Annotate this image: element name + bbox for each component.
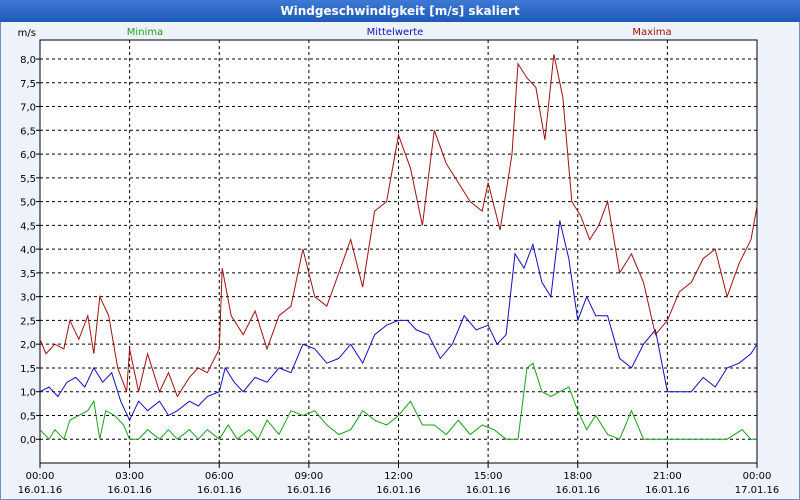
- x-tick-date: 16.01.16: [18, 485, 63, 496]
- y-tick-label: 5,0: [20, 198, 36, 209]
- axes: 0,0 0,5 1,0 1,5 2,0 2,5 3,0 3,5 4,0 4,5 5,0 5,5 6,0 6…: [18, 28, 780, 496]
- y-tick-label: 1,0: [20, 388, 36, 399]
- y-tick-label: 4,0: [20, 245, 36, 256]
- y-tick-label: 2,5: [20, 316, 36, 327]
- y-tick-label: 7,5: [20, 79, 36, 90]
- x-tick-time: 21:00: [653, 471, 682, 482]
- y-tick-label: 2,0: [20, 340, 36, 351]
- x-tick-date: 16.01.16: [107, 485, 152, 496]
- x-tick-time: 00:00: [26, 471, 55, 482]
- chart-title: Windgeschwindigkeit [m/s] skaliert: [0, 0, 800, 22]
- x-tick-date: 16.01.16: [197, 485, 242, 496]
- grid: [39, 39, 758, 464]
- series-line-maxima: [39, 54, 758, 398]
- x-tick-time: 15:00: [474, 471, 503, 482]
- x-tick-date: 16.01.16: [645, 485, 690, 496]
- x-tick-date: 16.01.16: [376, 485, 421, 496]
- y-tick-label: 3,5: [20, 269, 36, 280]
- y-tick-label: 6,5: [20, 126, 36, 137]
- y-tick-label: 5,5: [20, 174, 36, 185]
- x-tick-time: 18:00: [563, 471, 592, 482]
- y-tick-label: 0,0: [20, 435, 36, 446]
- y-tick-label: 6,0: [20, 150, 36, 161]
- legend-mittelwerte: Mittelwerte: [367, 27, 424, 38]
- x-tick-time: 06:00: [205, 471, 234, 482]
- series: [39, 54, 758, 441]
- x-tick-date: 16.01.16: [466, 485, 511, 496]
- legend-minima: Minima: [127, 27, 163, 38]
- y-tick-label: 7,0: [20, 103, 36, 114]
- legend: Minima Mittelwerte Maxima: [127, 27, 672, 38]
- x-tick-time: 03:00: [115, 471, 144, 482]
- x-tick-time: 12:00: [384, 471, 413, 482]
- x-tick-time: 00:00: [743, 471, 772, 482]
- series-line-mittelwerte: [39, 220, 758, 422]
- x-tick-date: 16.01.16: [555, 485, 600, 496]
- x-tick-date: 17.01.16: [735, 485, 780, 496]
- series-line-minima: [39, 362, 757, 441]
- y-tick-label: 1,5: [20, 364, 36, 375]
- y-tick-label: 0,5: [20, 411, 36, 422]
- y-tick-label: 3,0: [20, 293, 36, 304]
- legend-maxima: Maxima: [632, 27, 671, 38]
- x-tick-time: 09:00: [294, 471, 323, 482]
- y-tick-label: 4,5: [20, 221, 36, 232]
- y-axis-label: m/s: [18, 28, 36, 39]
- y-tick-label: 8,0: [20, 55, 36, 66]
- x-tick-date: 16.01.16: [287, 485, 332, 496]
